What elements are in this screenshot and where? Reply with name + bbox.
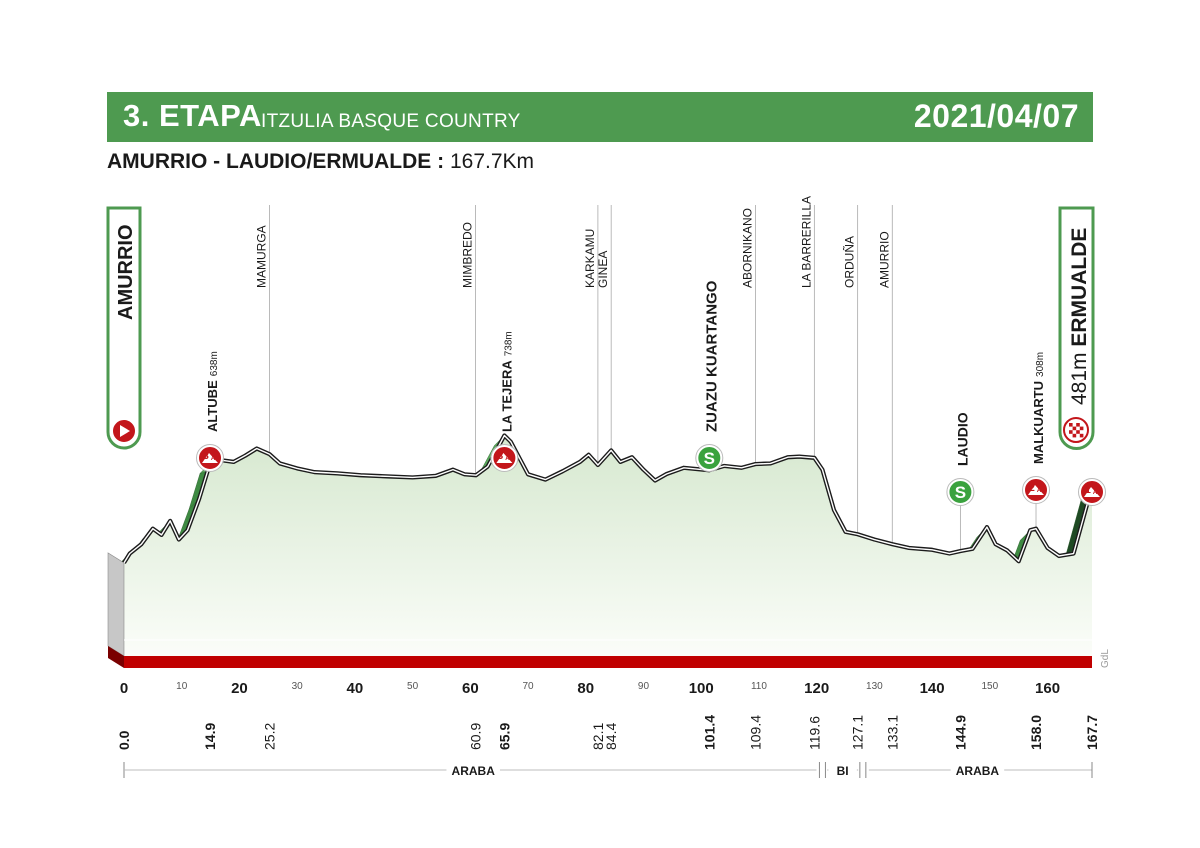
- svg-text:A: A: [505, 456, 510, 462]
- profile-start-wall: [107, 552, 125, 657]
- x-tick-label: 100: [689, 680, 714, 697]
- x-tick-label: 70: [522, 681, 534, 692]
- climb-label: MALKUARTU308m: [1031, 352, 1046, 464]
- km-label: 158.0: [1028, 715, 1044, 750]
- km-label: 101.4: [701, 715, 717, 750]
- profile-fill: [124, 435, 1092, 656]
- region-label: BI: [837, 764, 849, 778]
- x-tick-label: 10: [176, 681, 188, 692]
- point-markers: 3 A 3 A SS 2 A 1 A: [196, 444, 1106, 506]
- km-label: 65.9: [496, 723, 512, 750]
- start-label: AMURRIO: [115, 224, 137, 320]
- road-band-end: [108, 646, 124, 668]
- point-labels: AMURRIO ALTUBE638m MAMURGA MIMBREDO LA TEJER…: [106, 196, 1095, 466]
- x-tick-label: 20: [231, 680, 248, 697]
- stage-banner: 3. ETAPA ITZULIA BASQUE COUNTRY 2021/04/…: [107, 92, 1093, 142]
- finish-banner: 481m ERMUALDE: [1058, 206, 1095, 450]
- x-tick-label: 120: [804, 680, 829, 697]
- profile-area: [107, 433, 1095, 657]
- sprint-label: LAUDIO: [954, 412, 970, 466]
- finish-label: 481m ERMUALDE: [1068, 228, 1091, 405]
- x-axis: 0 10 20 30 40 50 60 70 80 90 100 110 120 130 140 150 160: [120, 680, 1060, 697]
- svg-text:3: 3: [498, 451, 504, 462]
- town-label: MAMURGA: [254, 225, 268, 288]
- km-label: 60.9: [468, 723, 484, 750]
- svg-text:A: A: [1093, 490, 1098, 496]
- town-label: MIMBREDO: [461, 222, 475, 288]
- credit-logo: GdL: [1100, 649, 1111, 668]
- sprint-label: ZUAZU KUARTANGO: [703, 280, 720, 432]
- svg-text:S: S: [704, 449, 715, 468]
- svg-text:A: A: [211, 456, 216, 462]
- start-banner: AMURRIO: [106, 206, 142, 450]
- svg-text:A: A: [1037, 488, 1042, 494]
- km-label: 119.6: [806, 716, 822, 750]
- km-label: 127.1: [850, 715, 866, 750]
- town-label: KARKAMU: [583, 229, 597, 288]
- x-tick-label: 60: [462, 680, 479, 697]
- km-label: 167.7: [1084, 715, 1100, 750]
- svg-text:3: 3: [203, 451, 209, 462]
- svg-text:2: 2: [1029, 483, 1035, 494]
- profile-line-inner: [123, 434, 1093, 564]
- sprint-icon: S: [946, 478, 975, 506]
- route-line: AMURRIO - LAUDIO/ERMUALDE : 167.7Km: [107, 150, 534, 174]
- town-label: GINEA: [596, 251, 610, 288]
- svg-text:S: S: [955, 483, 966, 502]
- stage-title: 3. ETAPA: [123, 98, 262, 133]
- x-tick-label: 80: [577, 680, 594, 697]
- region-label: ARABA: [956, 764, 1000, 778]
- region-label: ARABA: [452, 764, 496, 778]
- km-label: 0.0: [116, 730, 132, 750]
- x-tick-label: 150: [981, 681, 998, 692]
- start-play-icon: [111, 418, 137, 444]
- sprint-icon: S: [695, 444, 724, 472]
- x-tick-label: 50: [407, 681, 419, 692]
- town-label: AMURRIO: [877, 231, 891, 288]
- km-labels: 0.0 14.9 25.2 60.9 65.9 82.184.4 101.4 109.4 119…: [116, 715, 1100, 750]
- climb-label: ALTUBE638m: [205, 351, 220, 432]
- svg-text:1: 1: [1085, 485, 1091, 496]
- town-label: ABORNIKANO: [740, 208, 754, 288]
- x-tick-label: 130: [866, 681, 883, 692]
- km-label: 84.4: [603, 723, 619, 750]
- km-label: 25.2: [261, 723, 277, 750]
- x-tick-label: 160: [1035, 680, 1060, 697]
- km-label: 14.9: [202, 723, 218, 750]
- x-tick-label: 90: [638, 681, 650, 692]
- road-band-bar: [124, 656, 1092, 668]
- km-label: 82.1: [590, 723, 606, 750]
- stage-date: 2021/04/07: [913, 98, 1079, 134]
- x-tick-label: 30: [292, 681, 304, 692]
- region-bar: ARABA BI ARABA: [123, 762, 1093, 778]
- town-label: LA BARRERILLA: [799, 196, 813, 288]
- km-label: 133.1: [884, 715, 900, 750]
- road-band: [108, 639, 1092, 668]
- climb-label: LA TEJERA738m: [499, 331, 514, 432]
- x-tick-label: 110: [751, 681, 767, 692]
- x-tick-label: 140: [920, 680, 945, 697]
- km-label: 144.9: [952, 715, 968, 750]
- finish-flag-icon: [1063, 417, 1089, 443]
- km-label: 109.4: [747, 715, 763, 750]
- town-label: ORDUÑA: [843, 236, 857, 288]
- x-tick-label: 40: [347, 680, 364, 697]
- route-names: AMURRIO - LAUDIO/ERMUALDE :: [107, 150, 445, 173]
- route-distance: 167.7Km: [449, 150, 535, 173]
- x-tick-label: 0: [120, 680, 128, 697]
- race-name: ITZULIA BASQUE COUNTRY: [261, 111, 521, 132]
